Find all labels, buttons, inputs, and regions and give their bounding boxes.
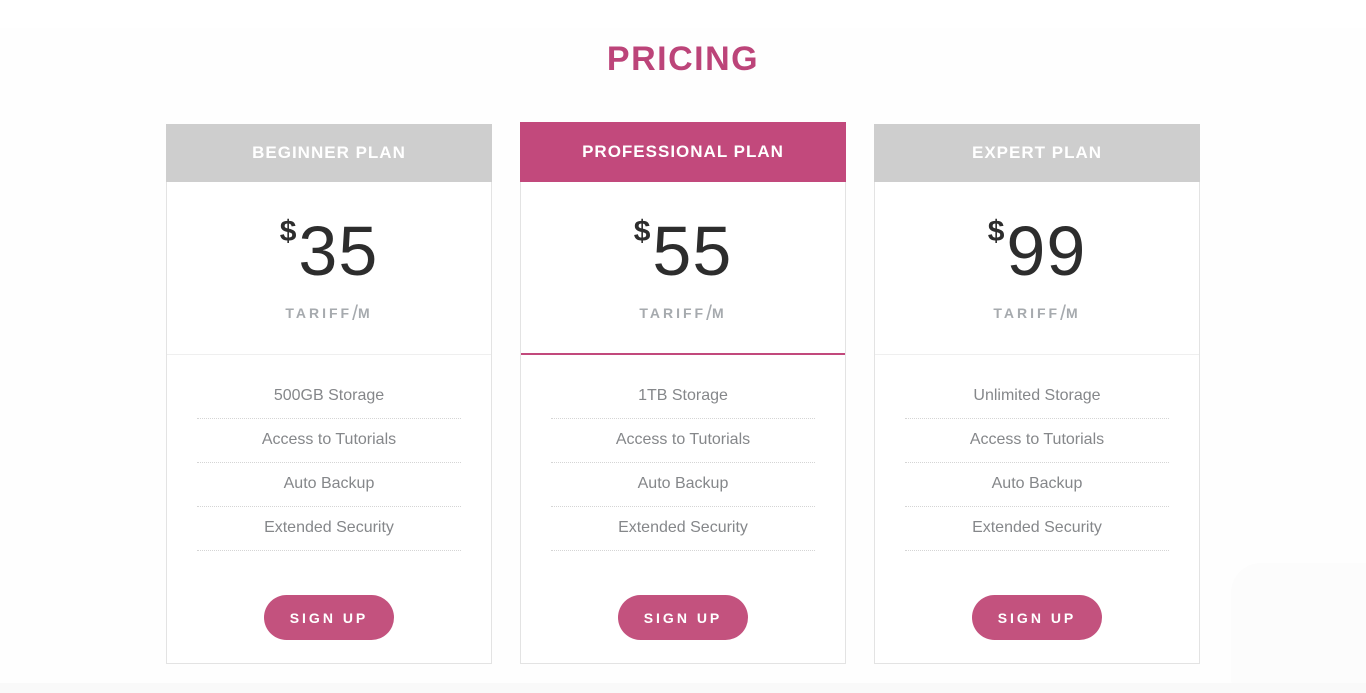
plan-period: TARIFF/M: [167, 302, 491, 326]
currency-symbol: $: [279, 215, 297, 248]
cta-area: SIGN UP: [875, 595, 1199, 640]
period-unit: M: [357, 305, 373, 321]
price-amount: 99: [1006, 212, 1087, 290]
period-slash: /: [352, 302, 358, 325]
price-box: $55 TARIFF/M: [521, 182, 845, 355]
feature-item: Extended Security: [905, 507, 1169, 551]
period-label: TARIFF: [993, 305, 1061, 321]
feature-list: 1TB Storage Access to Tutorials Auto Bac…: [551, 355, 815, 551]
feature-list: Unlimited Storage Access to Tutorials Au…: [905, 355, 1169, 551]
period-slash: /: [706, 302, 712, 325]
pricing-card-professional: PROFESSIONAL PLAN $55 TARIFF/M 1TB Stora…: [520, 122, 846, 664]
feature-item: Auto Backup: [551, 463, 815, 507]
plan-header-professional: PROFESSIONAL PLAN: [520, 122, 846, 182]
plan-header-beginner: BEGINNER PLAN: [166, 124, 492, 182]
feature-item: Auto Backup: [905, 463, 1169, 507]
feature-item: Access to Tutorials: [551, 419, 815, 463]
decorative-corner-shape: [1231, 563, 1366, 693]
page-title: PRICING: [606, 40, 760, 78]
period-slash: /: [1060, 302, 1066, 325]
plan-name: PROFESSIONAL PLAN: [582, 142, 784, 161]
currency-symbol: $: [987, 215, 1005, 248]
plan-name: BEGINNER PLAN: [252, 143, 406, 162]
next-section-edge: [0, 683, 1366, 693]
plan-period: TARIFF/M: [521, 302, 845, 326]
cta-area: SIGN UP: [521, 595, 845, 640]
price-amount: 55: [652, 212, 733, 290]
sign-up-button-expert[interactable]: SIGN UP: [971, 595, 1103, 640]
currency-symbol: $: [633, 215, 651, 248]
sign-up-button-beginner[interactable]: SIGN UP: [263, 595, 395, 640]
plan-price: $35: [167, 216, 491, 286]
period-label: TARIFF: [285, 305, 353, 321]
pricing-card-expert: EXPERT PLAN $99 TARIFF/M Unlimited Stora…: [874, 124, 1200, 664]
period-label: TARIFF: [639, 305, 707, 321]
feature-item: Access to Tutorials: [905, 419, 1169, 463]
plan-name: EXPERT PLAN: [971, 143, 1103, 162]
plan-price: $99: [875, 216, 1199, 286]
price-box: $35 TARIFF/M: [167, 182, 491, 355]
feature-item: Extended Security: [197, 507, 461, 551]
feature-item: Access to Tutorials: [197, 419, 461, 463]
period-unit: M: [1065, 305, 1081, 321]
feature-item: Auto Backup: [197, 463, 461, 507]
plan-header-expert: EXPERT PLAN: [874, 124, 1200, 182]
feature-item: 500GB Storage: [197, 375, 461, 419]
period-unit: M: [711, 305, 727, 321]
top-whitespace: [0, 0, 1366, 28]
feature-item: Extended Security: [551, 507, 815, 551]
pricing-card-beginner: BEGINNER PLAN $35 TARIFF/M 500GB Storage…: [166, 124, 492, 664]
feature-list: 500GB Storage Access to Tutorials Auto B…: [197, 355, 461, 551]
pricing-cards: BEGINNER PLAN $35 TARIFF/M 500GB Storage…: [0, 122, 1366, 664]
price-amount: 35: [298, 212, 379, 290]
feature-item: Unlimited Storage: [905, 375, 1169, 419]
plan-period: TARIFF/M: [875, 302, 1199, 326]
price-box: $99 TARIFF/M: [875, 182, 1199, 355]
cta-area: SIGN UP: [167, 595, 491, 640]
feature-item: 1TB Storage: [551, 375, 815, 419]
sign-up-button-professional[interactable]: SIGN UP: [617, 595, 749, 640]
plan-price: $55: [521, 216, 845, 286]
